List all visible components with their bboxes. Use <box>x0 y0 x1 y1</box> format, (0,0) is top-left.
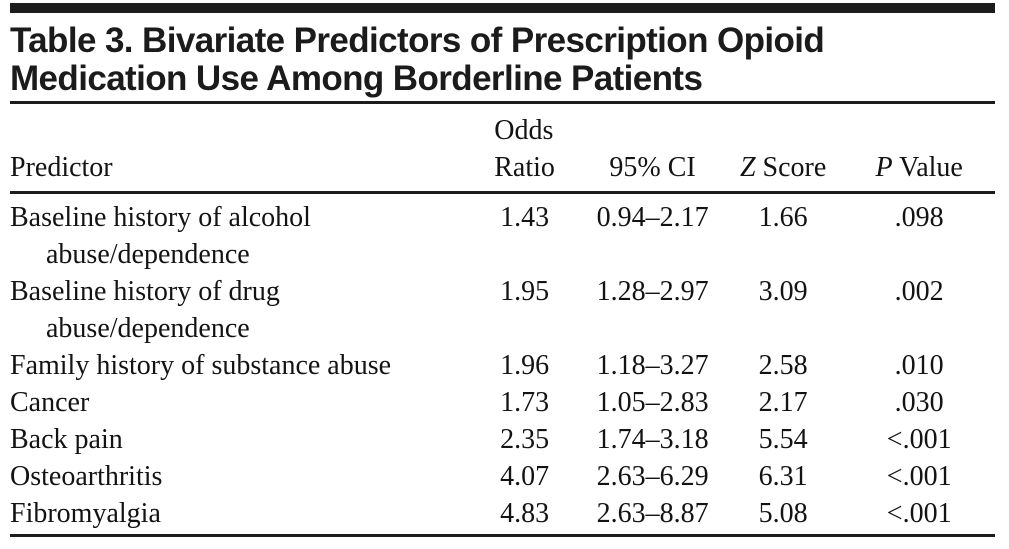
z-score-cell: 3.09 <box>758 276 808 307</box>
predictor-cell: Baseline history of alcohol abuse/depend… <box>10 202 311 270</box>
ci-cell: 1.05–2.83 <box>596 387 709 418</box>
table-row: Cancer 1.73 1.05–2.83 2.17 .030 <box>10 384 995 421</box>
ci-cell: 1.18–3.27 <box>596 350 709 381</box>
z-score-cell: 5.08 <box>758 498 808 529</box>
z-score-cell: 2.17 <box>758 387 808 418</box>
paper-table-figure: Table 3. Bivariate Predictors of Prescri… <box>0 3 1009 549</box>
z-score-cell: 2.58 <box>758 350 808 381</box>
predictor-cell: Fibromyalgia <box>10 498 161 529</box>
p-value-cell: <.001 <box>886 461 952 492</box>
ci-cell: 1.74–3.18 <box>596 424 709 455</box>
odds-ratio-header-label: Odds Ratio <box>494 115 555 183</box>
column-header-z-score: Z Score <box>722 104 844 194</box>
column-header-odds-ratio: Odds Ratio <box>466 104 583 194</box>
p-value-header-rest: Value <box>892 152 963 183</box>
table-body: Baseline history of alcohol abuse/depend… <box>10 193 995 533</box>
table-row: Baseline history of alcohol abuse/depend… <box>10 193 995 274</box>
top-heavy-rule <box>10 3 995 13</box>
z-score-cell: 6.31 <box>758 461 808 492</box>
table-row: Back pain 2.35 1.74–3.18 5.54 <.001 <box>10 421 995 458</box>
odds-ratio-cell: 1.73 <box>500 387 550 418</box>
column-header-p-value: P Value <box>843 104 995 194</box>
p-value-cell: <.001 <box>886 498 952 529</box>
table-row: Baseline history of drug abuse/dependenc… <box>10 273 995 347</box>
p-value-cell: .098 <box>894 202 944 233</box>
p-value-cell: .030 <box>894 387 944 418</box>
z-score-header-rest: Score <box>755 152 827 183</box>
predictor-cell: Back pain <box>10 424 123 455</box>
ci-cell: 1.28–2.97 <box>596 276 709 307</box>
title-separator-rule <box>10 101 995 104</box>
p-value-cell: <.001 <box>886 424 952 455</box>
odds-ratio-cell: 2.35 <box>500 424 550 455</box>
table-row: Family history of substance abuse 1.96 1… <box>10 347 995 384</box>
z-score-header-italic: Z <box>739 152 756 183</box>
ci-cell: 2.63–6.29 <box>596 461 709 492</box>
ci-cell: 2.63–8.87 <box>596 498 709 529</box>
table-row: Osteoarthritis 4.07 2.63–6.29 6.31 <.001 <box>10 458 995 495</box>
p-value-header-italic: P <box>875 152 893 183</box>
column-header-predictor: Predictor <box>10 104 467 194</box>
odds-ratio-cell: 4.07 <box>500 461 550 492</box>
odds-ratio-cell: 4.83 <box>500 498 550 529</box>
ci-header-label: 95% CI <box>609 152 696 183</box>
table-header: Predictor Odds Ratio 95% CI Z Score P Va… <box>10 104 995 194</box>
predictor-cell: Cancer <box>10 387 90 418</box>
odds-ratio-cell: 1.96 <box>500 350 550 381</box>
table-row: Fibromyalgia 4.83 2.63–8.87 5.08 <.001 <box>10 495 995 532</box>
bivariate-predictors-table: Predictor Odds Ratio 95% CI Z Score P Va… <box>10 104 995 532</box>
odds-ratio-cell: 1.43 <box>500 202 550 233</box>
p-value-cell: .002 <box>894 276 944 307</box>
z-score-cell: 5.54 <box>758 424 808 455</box>
z-score-cell: 1.66 <box>758 202 808 233</box>
ci-cell: 0.94–2.17 <box>596 202 709 233</box>
predictor-cell: Baseline history of drug abuse/dependenc… <box>10 276 280 344</box>
column-header-ci: 95% CI <box>582 104 723 194</box>
odds-ratio-cell: 1.95 <box>500 276 550 307</box>
table-title: Table 3. Bivariate Predictors of Prescri… <box>10 21 825 98</box>
p-value-cell: .010 <box>894 350 944 381</box>
predictor-cell: Family history of substance abuse <box>10 350 392 381</box>
predictor-header-label: Predictor <box>10 152 113 183</box>
header-row: Predictor Odds Ratio 95% CI Z Score P Va… <box>10 104 995 194</box>
predictor-cell: Osteoarthritis <box>10 461 163 492</box>
bottom-rule <box>10 534 995 537</box>
